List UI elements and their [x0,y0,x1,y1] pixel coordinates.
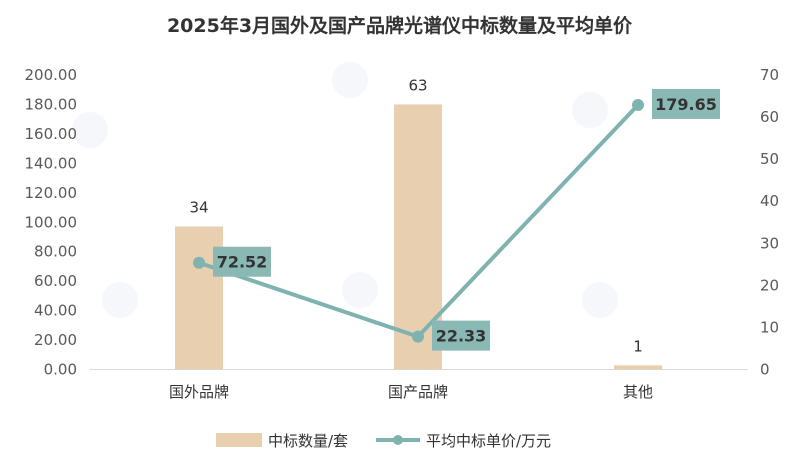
y-left-tick-label: 20.00 [34,331,77,349]
x-tick-label: 国产品牌 [388,383,448,401]
chart-title: 2025年3月国外及国产品牌光谱仪中标数量及平均单价 [167,14,633,37]
y-right-tick-label: 10 [760,318,779,336]
legend: 中标数量/套 平均中标单价/万元 [216,432,551,450]
y-left-tick-label: 60.00 [34,272,77,290]
y-left-tick-label: 80.00 [34,243,77,261]
watermark-logo [72,112,108,148]
y-left-tick-label: 100.00 [25,213,78,231]
bar-data-label: 1 [633,337,643,355]
bar [614,365,662,370]
line-data-label-box [432,320,490,351]
y-right-tick-label: 70 [760,66,779,84]
line-point [412,330,424,343]
line-point [193,256,205,269]
bar-data-label: 63 [408,76,427,94]
bar-data-label: 34 [189,198,208,216]
y-right-tick-label: 40 [760,192,779,210]
watermark-logo [582,282,618,318]
watermark-group [72,62,618,318]
y-right-tick-label: 60 [760,108,779,126]
y-left-tick-label: 140.00 [25,154,78,172]
y-right-tick-label: 50 [760,150,779,168]
x-axis: 国外品牌 国产品牌 其他 [169,383,653,401]
y-right-tick-label: 30 [760,234,779,252]
line-data-label: 72.52 [217,253,268,272]
y-left-tick-label: 40.00 [34,302,77,320]
watermark-logo [332,62,368,98]
x-tick-label: 国外品牌 [169,383,229,401]
watermark-logo [102,282,138,318]
line-data-label-box [213,246,271,277]
y-right-tick-label: 20 [760,276,779,294]
watermark-logo [342,272,378,308]
y-left-tick-label: 200.00 [25,66,78,84]
line-point [632,98,644,111]
y-right-axis: 0 10 20 30 40 50 60 70 [760,66,779,379]
y-left-tick-label: 0.00 [44,361,77,379]
y-left-tick-label: 160.00 [25,125,78,143]
y-left-tick-label: 120.00 [25,184,78,202]
y-left-axis: 0.00 20.00 40.00 60.00 80.00 100.00 120.00 140.… [25,66,78,379]
line-series: 72.52 22.33 179.65 [193,88,720,351]
line-data-label: 22.33 [436,327,487,346]
watermark-logo [572,92,608,128]
y-right-tick-label: 0 [760,361,770,379]
line-data-label: 179.65 [655,95,717,114]
legend-swatch-marker [393,435,403,445]
line-data-label-box [652,88,720,119]
x-tick-label: 其他 [623,383,653,401]
legend-swatch-bar [216,433,262,447]
legend-label-line: 平均中标单价/万元 [426,432,551,450]
y-left-tick-label: 180.00 [25,95,78,113]
legend-label-bar: 中标数量/套 [268,432,348,450]
